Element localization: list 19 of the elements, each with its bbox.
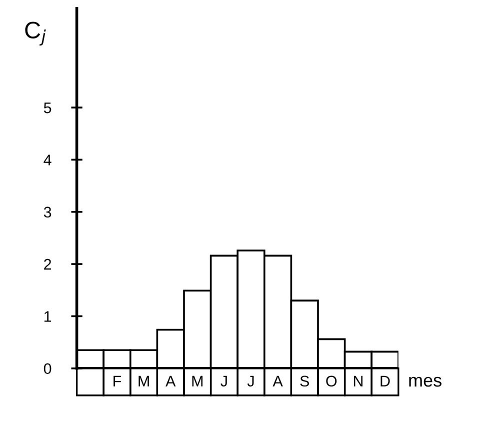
y-tick-label: 0 (44, 363, 52, 374)
x-tick-label: N (354, 376, 362, 386)
x-tick-label: M (138, 376, 149, 386)
y-tick-label: 2 (44, 258, 52, 270)
y-tick-label: 5 (44, 102, 52, 114)
x-tick-label: A (166, 376, 176, 386)
x-tick-label: J (247, 376, 254, 387)
x-tick-label: J (220, 376, 227, 387)
x-tick-label: M (192, 376, 203, 386)
y-tick-label: 4 (44, 154, 52, 166)
x-tick-label: F (114, 376, 122, 386)
x-tick-label: S (300, 376, 309, 387)
x-tick-label: A (272, 376, 283, 386)
y-tick-label: 1 (44, 311, 52, 322)
x-tick-label: D (380, 376, 390, 386)
y-tick-label: 3 (44, 206, 52, 218)
x-tick-label: O (326, 376, 337, 387)
x-axis-title: mes (409, 376, 442, 387)
y-axis-title: C$_{j}$ (25, 22, 46, 46)
